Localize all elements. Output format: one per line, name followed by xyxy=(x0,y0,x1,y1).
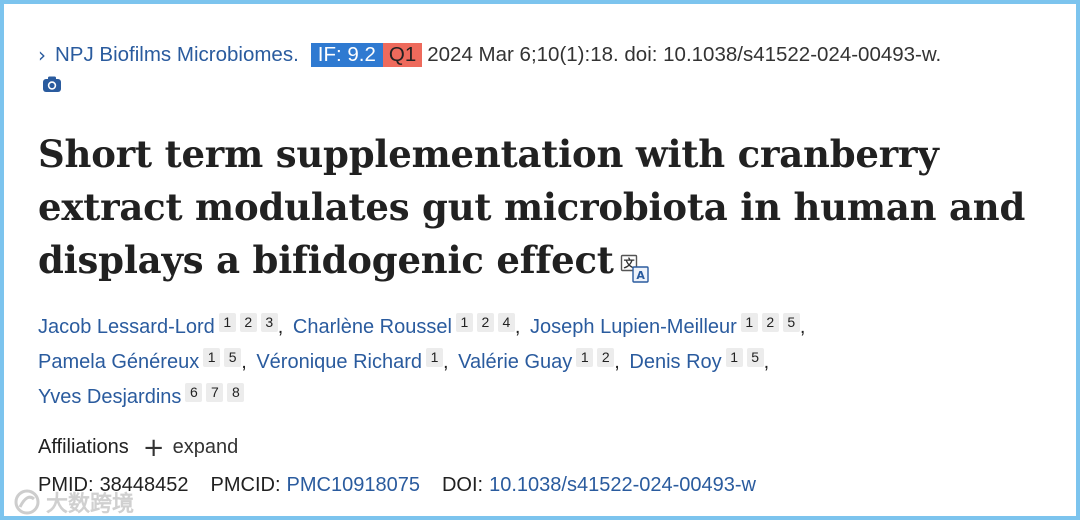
doi-link[interactable]: 10.1038/s41522-024-00493-w xyxy=(489,474,756,496)
author-separator: , xyxy=(442,351,449,373)
author-item: Pamela Généreux 1 5, xyxy=(38,348,251,373)
svg-text:文: 文 xyxy=(623,256,635,270)
article-title-text: Short term supplementation with cranberr… xyxy=(38,132,1026,282)
chevron-right-icon[interactable]: › xyxy=(38,43,46,67)
author-name-link[interactable]: Pamela Généreux xyxy=(38,351,200,373)
pmid-value: 38448452 xyxy=(99,474,189,496)
doi-label: DOI: xyxy=(441,474,484,496)
impact-factor-badge: IF: 9.2 xyxy=(310,43,383,67)
camera-icon[interactable] xyxy=(42,74,62,94)
affiliation-number[interactable]: 1 xyxy=(455,313,473,332)
affiliation-number[interactable]: 2 xyxy=(761,313,779,332)
author-name-link[interactable]: Yves Desjardins xyxy=(38,386,182,408)
affiliation-number[interactable]: 1 xyxy=(740,313,758,332)
author-name-link[interactable]: Valérie Guay xyxy=(458,351,573,373)
pmcid-link[interactable]: PMC10918075 xyxy=(286,474,420,496)
affiliation-number[interactable]: 3 xyxy=(260,313,278,332)
author-separator: , xyxy=(799,316,806,338)
author-name-link[interactable]: Denis Roy xyxy=(629,351,722,373)
author-separator: , xyxy=(614,351,620,373)
article-title: Short term supplementation with cranberr… xyxy=(38,128,1058,287)
svg-text:A: A xyxy=(636,269,645,282)
author-item: Denis Roy 1 5, xyxy=(629,348,773,373)
watermark: 大数跨境 xyxy=(12,486,134,518)
plus-icon[interactable]: + xyxy=(142,432,165,463)
watermark-logo-icon xyxy=(14,489,40,515)
expand-button[interactable]: expand xyxy=(172,436,239,458)
identifiers: PMID: 38448452 PMCID: PMC10918075 DOI: 1… xyxy=(38,474,756,497)
affiliation-number[interactable]: 1 xyxy=(576,348,594,367)
quartile-badge: Q1 xyxy=(382,43,423,67)
citation-text: 2024 Mar 6;10(1):18. doi: 10.1038/s41522… xyxy=(427,43,942,66)
author-item: Valérie Guay 1 2, xyxy=(458,348,624,373)
pmcid-label: PMCID: xyxy=(210,474,281,496)
pmid-label: PMID: xyxy=(38,474,94,496)
affiliation-number[interactable]: 7 xyxy=(206,383,224,402)
author-item: Yves Desjardins 6 7 8 xyxy=(38,383,245,408)
journal-line: › NPJ Biofilms Microbiomes. IF: 9.2 Q1 2… xyxy=(38,40,941,70)
author-item: Joseph Lupien-Meilleur 1 2 5, xyxy=(530,313,809,338)
affiliation-number[interactable]: 1 xyxy=(218,313,236,332)
author-separator: , xyxy=(763,351,770,373)
author-separator: , xyxy=(277,316,284,338)
author-separator: , xyxy=(241,351,247,373)
author-item: Véronique Richard 1, xyxy=(256,348,452,373)
affiliations-toggle[interactable]: Affiliations + expand xyxy=(38,432,239,463)
author-item: Jacob Lessard-Lord 1 2 3, xyxy=(38,313,287,338)
affiliation-number[interactable]: 2 xyxy=(597,348,615,367)
translate-icon[interactable]: 文 A xyxy=(620,245,650,283)
author-item: Charlène Roussel 1 2 4, xyxy=(292,313,525,338)
journal-name-link[interactable]: NPJ Biofilms Microbiomes. xyxy=(55,43,299,66)
watermark-text: 大数跨境 xyxy=(46,492,135,517)
author-name-link[interactable]: Véronique Richard xyxy=(256,351,422,373)
author-name-link[interactable]: Jacob Lessard-Lord xyxy=(38,316,215,338)
affiliation-number[interactable]: 4 xyxy=(497,313,515,332)
author-name-link[interactable]: Joseph Lupien-Meilleur xyxy=(530,316,737,338)
author-list: Jacob Lessard-Lord 1 2 3, Charlène Roussel 1… xyxy=(38,310,1048,415)
affiliation-number[interactable]: 1 xyxy=(725,348,743,367)
affiliation-number[interactable]: 1 xyxy=(425,348,443,367)
author-separator: , xyxy=(514,316,521,338)
affiliation-number[interactable]: 5 xyxy=(782,313,800,332)
affiliation-number[interactable]: 5 xyxy=(746,348,764,367)
affiliation-number[interactable]: 5 xyxy=(224,348,242,367)
affiliation-number[interactable]: 2 xyxy=(476,313,494,332)
affiliation-number[interactable]: 2 xyxy=(239,313,257,332)
affiliation-number[interactable]: 6 xyxy=(185,383,203,402)
affiliations-label: Affiliations xyxy=(38,436,129,458)
author-name-link[interactable]: Charlène Roussel xyxy=(292,316,452,338)
affiliation-number[interactable]: 1 xyxy=(203,348,221,367)
affiliation-number[interactable]: 8 xyxy=(227,383,245,402)
